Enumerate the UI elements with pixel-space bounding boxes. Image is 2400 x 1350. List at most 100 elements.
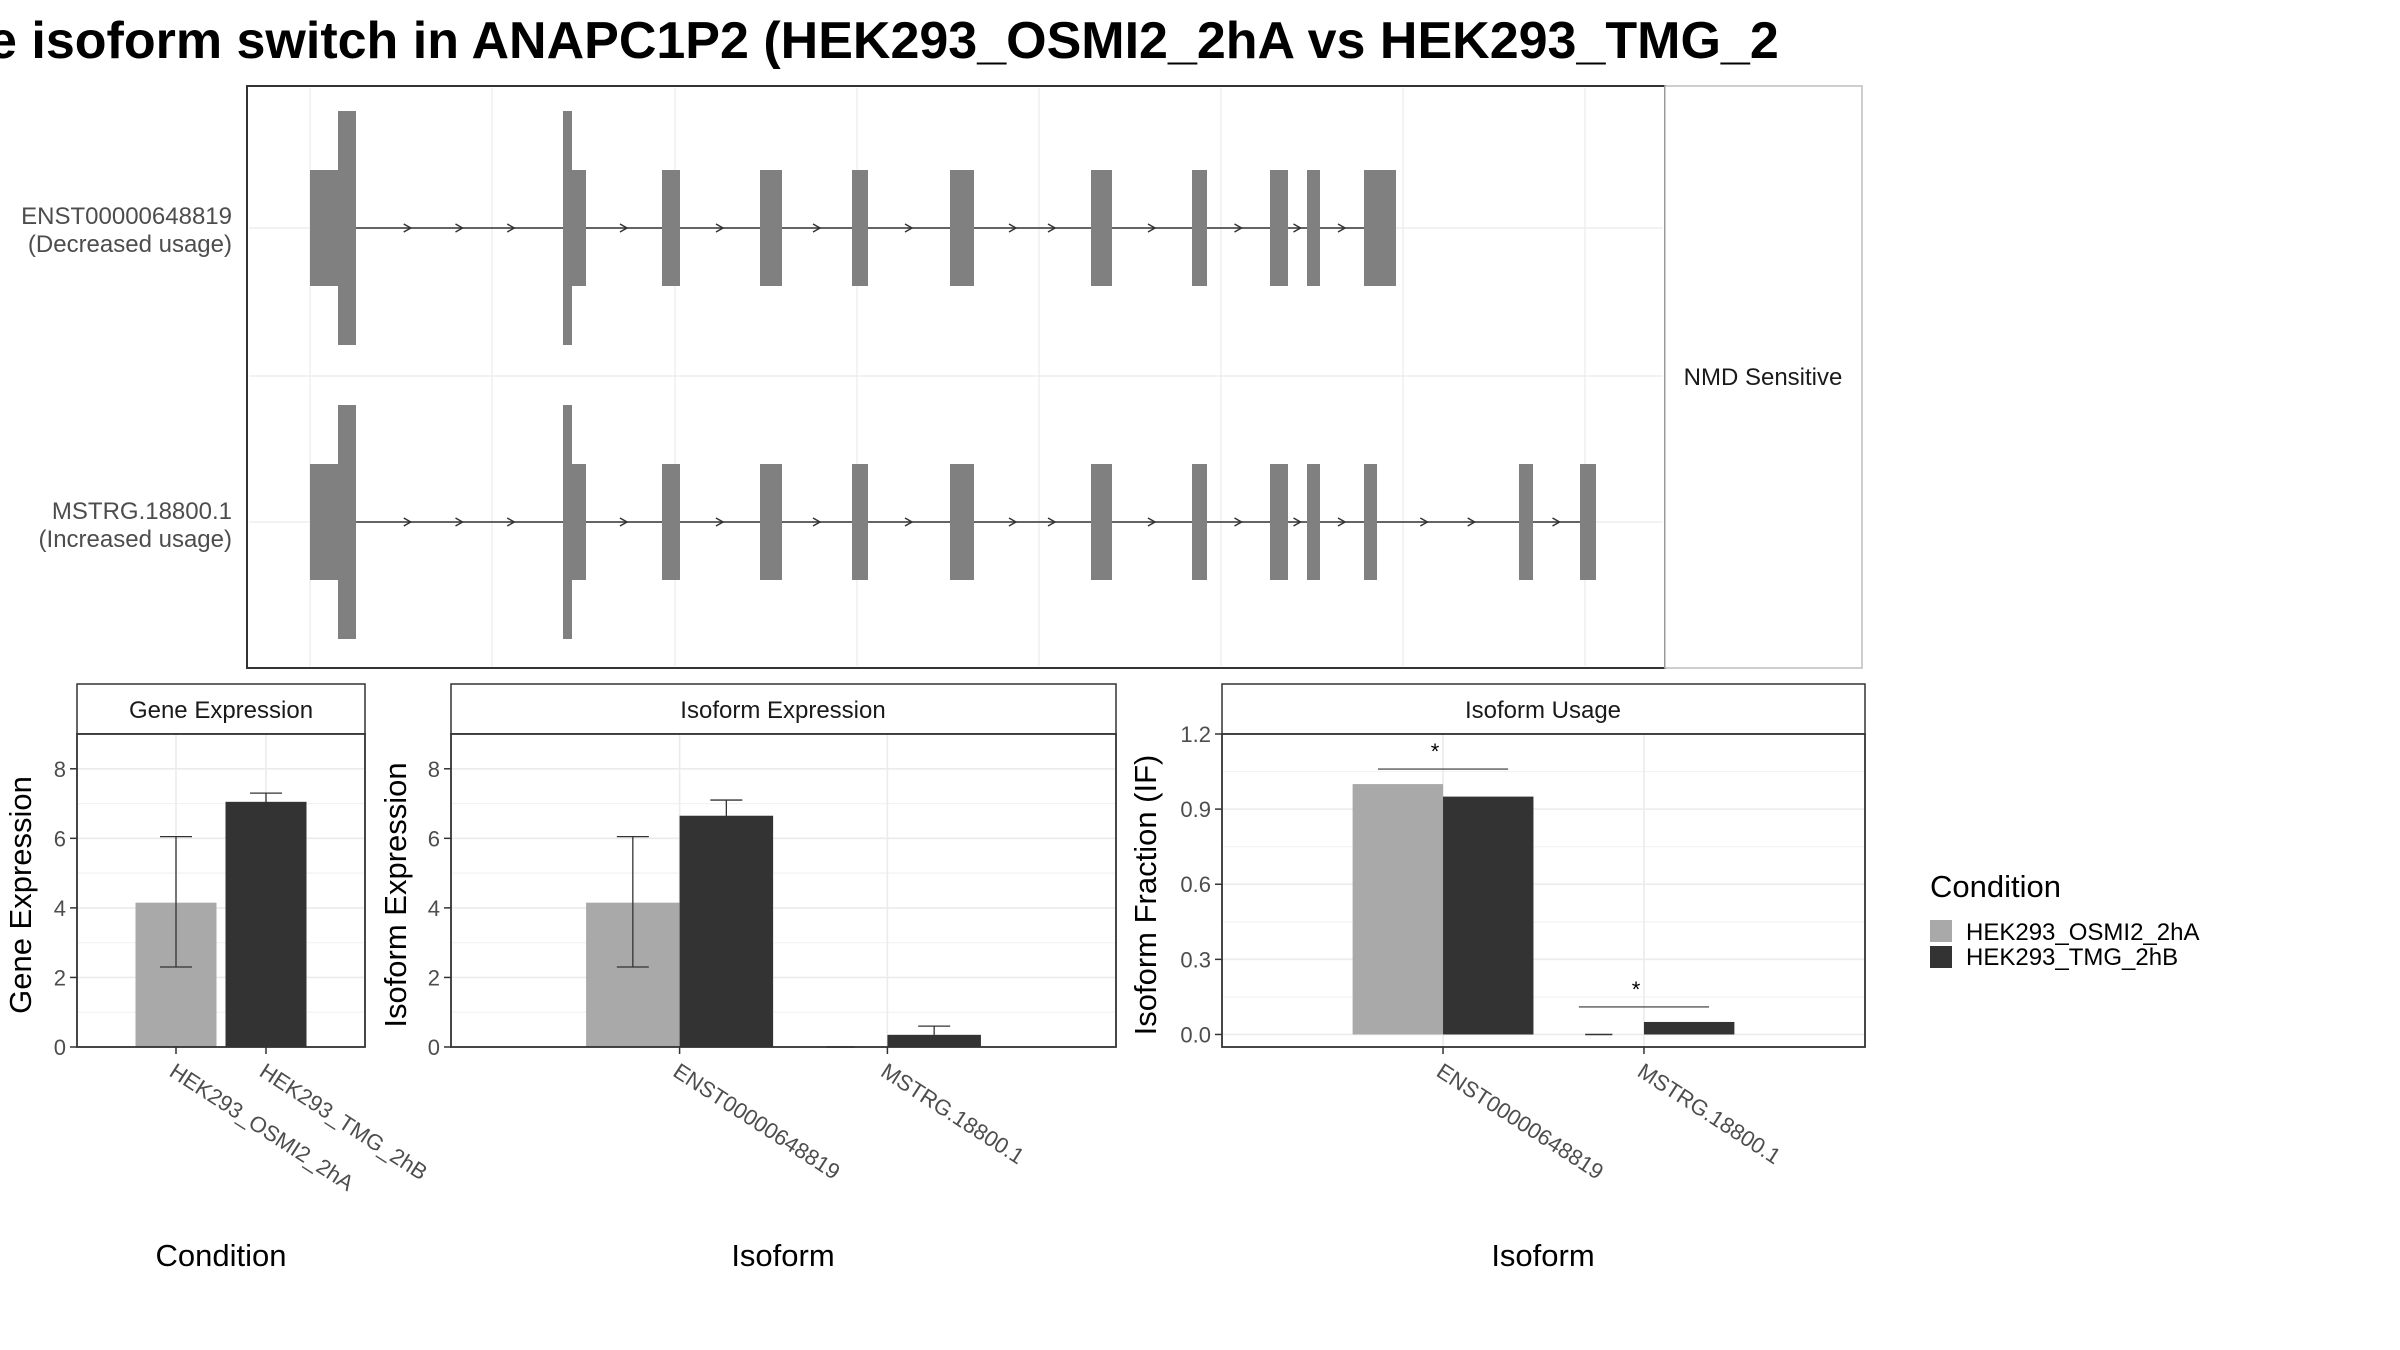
transcript-1-intron-arrow (1234, 223, 1244, 233)
transcript-2-intron-arrow (812, 517, 822, 527)
transcript-1-exon (1364, 170, 1396, 286)
transcript-1-exon (1270, 170, 1288, 286)
gene-plot-area (77, 734, 365, 1047)
transcript-1-exon (852, 170, 868, 286)
transcript-1-intron-arrow (1337, 223, 1347, 233)
transcript-1-usage: (Decreased usage) (28, 231, 232, 258)
transcript-2-intron-arrow (1552, 517, 1562, 527)
transcript-2-exon (852, 464, 868, 580)
transcript-1-intron-arrow (1047, 223, 1057, 233)
usage-bar (1352, 784, 1444, 1035)
isoform-usage-panel: Isoform Usage Isoform Fraction (IF) Isof… (1128, 683, 1866, 1273)
isoexpr-ytick-label: 2 (428, 965, 440, 990)
transcript-1-exon-tall (338, 111, 356, 345)
gene-ytick-label: 2 (54, 965, 66, 990)
usage-y-title: Isoform Fraction (IF) (1128, 755, 1163, 1036)
transcript-2-intron-arrow (1047, 517, 1057, 527)
isoform-expression-panel: Isoform Expression Isoform Expression Is… (378, 683, 1117, 1273)
transcript-2-intron-arrow (1293, 517, 1303, 527)
transcript-2-intron-arrow (403, 517, 413, 527)
isoexpr-xtick-label: ENST00000648819 (669, 1058, 845, 1184)
transcript-2-intron-arrow (1467, 517, 1477, 527)
isoexpr-y-title: Isoform Expression (378, 762, 413, 1027)
legend: Condition HEK293_OSMI2_2hA HEK293_TMG_2h… (1930, 869, 2199, 971)
usage-frame (1221, 733, 1866, 1048)
transcript-1-intron-arrow (904, 223, 914, 233)
gene-ytick-label: 8 (54, 757, 66, 782)
transcript-2-intron-arrow (904, 517, 914, 527)
gene-expression-panel: Gene Expression Gene Expression Conditio… (3, 683, 432, 1273)
gene-bar (225, 801, 307, 1047)
transcript-2-usage: (Increased usage) (39, 526, 232, 553)
isoexpr-strip-label: Isoform Expression (680, 697, 885, 724)
transcript-2-exon (760, 464, 782, 580)
isoexpr-frame (450, 733, 1117, 1048)
transcript-1-exon-tall (563, 111, 572, 345)
transcript-2-exon (950, 464, 974, 580)
transcript-1-intron-arrow (619, 223, 629, 233)
usage-ytick-label: 0.6 (1180, 872, 1211, 897)
transcript-2-exon-tall (563, 405, 572, 639)
transcript-2-intron-arrow (455, 517, 465, 527)
transcript-1-exon (662, 170, 680, 286)
transcript-2-exon (1519, 464, 1533, 580)
transcript-2-id: MSTRG.18800.1 (52, 498, 232, 525)
gene-x-title: Condition (156, 1238, 287, 1273)
isoexpr-x-title: Isoform (731, 1238, 834, 1273)
usage-plot-area (1222, 734, 1865, 1047)
transcript-1-exon (950, 170, 974, 286)
transcript-1-intron-arrow (506, 223, 516, 233)
transcript-2-intron-arrow (1419, 517, 1429, 527)
structure-marks (310, 111, 1596, 639)
figure-title: e isoform switch in ANAPC1P2 (HEK293_OSM… (0, 12, 1779, 70)
usage-ytick-label: 0.3 (1180, 947, 1211, 972)
usage-x-title: Isoform (1491, 1238, 1594, 1273)
transcript-2-exon (1192, 464, 1207, 580)
isoexpr-ytick-label: 4 (428, 896, 440, 921)
legend-title: Condition (1930, 869, 2061, 904)
gene-strip (76, 683, 366, 735)
gene-frame (76, 733, 366, 1048)
usage-bar (1643, 1021, 1735, 1035)
gene-structure-panel: NMD Sensitive ENST00000648819 (Decreased… (21, 85, 1863, 669)
gene-ytick-label: 0 (54, 1035, 66, 1060)
legend-swatch-tmg (1930, 946, 1952, 968)
isoexpr-strip (450, 683, 1117, 735)
transcript-2-exon (1580, 464, 1596, 580)
transcript-1-exon (1307, 170, 1320, 286)
transcript-1-intron-arrow (455, 223, 465, 233)
isoexpr-ytick-label: 0 (428, 1035, 440, 1060)
isoexpr-xtick-label: MSTRG.18800.1 (877, 1058, 1029, 1169)
isoexpr-bar (679, 815, 774, 1047)
usage-bar (1443, 796, 1534, 1035)
legend-label-tmg: HEK293_TMG_2hB (1966, 944, 2178, 971)
gene-strip-label: Gene Expression (129, 697, 313, 724)
isoexpr-ytick-label: 8 (428, 757, 440, 782)
usage-xtick-label: ENST00000648819 (1432, 1058, 1608, 1184)
transcript-2-intron-arrow (1008, 517, 1018, 527)
transcript-2-intron-arrow (715, 517, 725, 527)
transcript-1-intron-arrow (715, 223, 725, 233)
usage-ytick-label: 1.2 (1180, 722, 1211, 747)
usage-ytick-label: 0.0 (1180, 1022, 1211, 1047)
transcript-2-exon-tall (338, 405, 356, 639)
transcript-2-intron-arrow (619, 517, 629, 527)
transcript-1-intron-arrow (403, 223, 413, 233)
usage-significance-star: * (1431, 739, 1440, 764)
legend-label-osmi: HEK293_OSMI2_2hA (1966, 919, 2199, 946)
gene-ytick-label: 6 (54, 826, 66, 851)
usage-ytick-label: 0.9 (1180, 797, 1211, 822)
gene-y-title: Gene Expression (3, 776, 38, 1014)
transcript-2-exon (1091, 464, 1112, 580)
usage-xtick-label: MSTRG.18800.1 (1633, 1058, 1785, 1169)
nmd-sensitive-label: NMD Sensitive (1684, 364, 1843, 391)
transcript-1-intron-arrow (1008, 223, 1018, 233)
transcript-2-exon (662, 464, 680, 580)
transcript-2-intron-arrow (506, 517, 516, 527)
isoexpr-plot-area (451, 734, 1116, 1047)
transcript-1-id: ENST00000648819 (21, 203, 232, 230)
isoexpr-ytick-label: 6 (428, 826, 440, 851)
usage-strip-label: Isoform Usage (1465, 697, 1621, 724)
transcript-1-intron-arrow (1147, 223, 1157, 233)
